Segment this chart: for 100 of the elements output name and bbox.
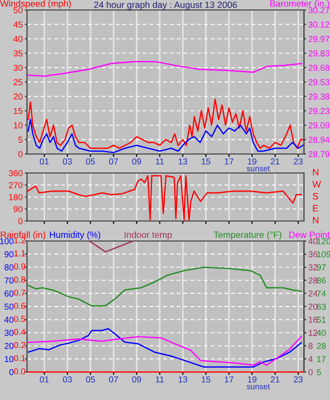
y2-tick-label: 28.94 bbox=[308, 136, 330, 143]
x-tick-label: 21 bbox=[270, 376, 280, 382]
line-series bbox=[28, 60, 302, 77]
y2-tick-label: 12 bbox=[308, 330, 318, 336]
y-axis-title: Windspeed (mph) bbox=[0, 0, 71, 9]
y-tick-label: 0 bbox=[9, 369, 14, 376]
y2-tick-label: 30.27 bbox=[308, 7, 330, 14]
y-tick-label: 0 bbox=[18, 151, 22, 158]
text: S bbox=[312, 192, 318, 200]
x-tick-label: 03 bbox=[62, 158, 72, 164]
y2-tick-label: 28.79 bbox=[308, 151, 330, 158]
text: N bbox=[313, 217, 318, 224]
x-tick-label: 23 bbox=[294, 376, 303, 382]
y-tick-label: 30 bbox=[14, 64, 22, 71]
y-tick-label: 0 bbox=[18, 218, 22, 224]
y-tick-label: 5 bbox=[18, 136, 22, 143]
x-tick-label: 11 bbox=[156, 376, 164, 382]
y-tick-label: 80 bbox=[4, 264, 14, 270]
y2-tick-label: 29.83 bbox=[308, 50, 330, 56]
x-tick-label: 01 bbox=[40, 158, 49, 164]
x-tick-label: 15 bbox=[202, 158, 210, 164]
text: 1.2 bbox=[14, 237, 26, 244]
x-tick-label: 01 bbox=[40, 376, 49, 382]
text: 0.2 bbox=[14, 342, 26, 348]
chart-title: 24 hour graph day : August 13 2006 bbox=[94, 1, 237, 10]
y2-tick-label: 29.09 bbox=[308, 122, 330, 128]
y-tick-label: 90 bbox=[4, 251, 14, 258]
y-tick-label: 70 bbox=[4, 277, 14, 284]
y-tick-label: 50 bbox=[14, 7, 22, 14]
y3-tick-label: 86 bbox=[316, 277, 326, 284]
y-tick-label: 10 bbox=[4, 356, 14, 362]
x-tick-label: 15 bbox=[202, 376, 210, 382]
x-tick-label: 07 bbox=[109, 158, 118, 164]
x-tick-label: 19 bbox=[248, 158, 256, 164]
y2-tick-label: 28 bbox=[308, 277, 318, 284]
text: 0.5 bbox=[14, 316, 26, 322]
y-tick-label: 20 bbox=[4, 342, 14, 350]
y2-tick-label: 32 bbox=[308, 264, 318, 270]
y2-tick-label: 29.97 bbox=[308, 36, 330, 42]
x-tick-label: 23 bbox=[294, 158, 303, 164]
x-tick-label: 09 bbox=[132, 376, 142, 382]
y2-tick-label: 29.68 bbox=[308, 64, 330, 71]
y3-tick-label: 5 bbox=[316, 369, 321, 376]
y3-tick-label: 40 bbox=[316, 330, 326, 336]
x-tick-label: 17 bbox=[224, 158, 234, 164]
y3-axis-title: Temperature (°F) bbox=[214, 231, 282, 240]
y-tick-label: 20 bbox=[14, 94, 22, 100]
x-tick-label: 09 bbox=[132, 158, 142, 164]
text: E bbox=[313, 205, 318, 212]
line-series bbox=[26, 175, 302, 221]
text: 0.4 bbox=[14, 328, 26, 336]
y-tick-label: 25 bbox=[14, 79, 22, 86]
x-tick-label: 07 bbox=[109, 376, 118, 382]
y3-tick-label: 97 bbox=[316, 264, 326, 270]
series-label: Indoor temp bbox=[124, 231, 172, 240]
x-tick-label: 05 bbox=[86, 376, 95, 382]
text: W bbox=[312, 181, 322, 188]
y2-tick-label: 24 bbox=[308, 290, 318, 297]
x-tick-label: 13 bbox=[178, 376, 188, 382]
y3-tick-label: 63 bbox=[316, 304, 326, 310]
y2-tick-label: 40 bbox=[308, 238, 318, 244]
x-tick-label: 11 bbox=[156, 158, 164, 164]
line-series bbox=[28, 98, 304, 149]
text: N bbox=[313, 169, 318, 176]
y2-tick-label: 30.12 bbox=[308, 22, 330, 28]
y2-tick-label: 8 bbox=[308, 342, 313, 350]
y2-tick-label: 29.38 bbox=[308, 94, 330, 100]
y-tick-label: 30 bbox=[4, 330, 14, 336]
y3-tick-label: 17 bbox=[317, 356, 326, 362]
text: 0.7 bbox=[14, 290, 26, 296]
y-tick-label: 90 bbox=[14, 206, 22, 212]
y2-tick-label: 0 bbox=[308, 369, 313, 376]
x-tick-label: 03 bbox=[62, 376, 72, 382]
y2-tick-label: 16 bbox=[308, 316, 318, 323]
text: Dew Point bbox=[289, 231, 330, 238]
y-tick-label: 40 bbox=[4, 316, 14, 323]
y-tick-label: 360 bbox=[8, 170, 22, 176]
text: 0.0 bbox=[14, 368, 26, 374]
y-tick-label: 10 bbox=[14, 122, 22, 128]
x-tick-label: 05 bbox=[86, 158, 95, 164]
y2-tick-label: 29.53 bbox=[308, 79, 330, 86]
y-tick-label: 180 bbox=[9, 194, 22, 200]
y3-tick-label: 109 bbox=[317, 251, 330, 258]
y-tick-label: 60 bbox=[4, 290, 14, 297]
y-tick-label: 45 bbox=[13, 22, 22, 28]
text: 0.1 bbox=[14, 355, 26, 362]
text: 1.1 bbox=[14, 250, 26, 256]
line-series bbox=[28, 336, 302, 366]
y3-tick-label: 51 bbox=[316, 316, 326, 323]
y-axis-title: Humidity (%) bbox=[50, 231, 100, 240]
y3-tick-label: 74 bbox=[316, 290, 326, 297]
line-series bbox=[28, 328, 302, 368]
y-tick-label: 35 bbox=[14, 50, 22, 56]
x-tick-label: 21 bbox=[270, 158, 280, 164]
text: 0.8 bbox=[14, 276, 26, 283]
y-tick-label: 270 bbox=[8, 182, 22, 188]
x-tick-label: 13 bbox=[178, 158, 188, 164]
y2-tick-label: 36 bbox=[308, 251, 318, 258]
text: 0.9 bbox=[14, 263, 26, 270]
y2-tick-label: 29.23 bbox=[308, 108, 330, 114]
